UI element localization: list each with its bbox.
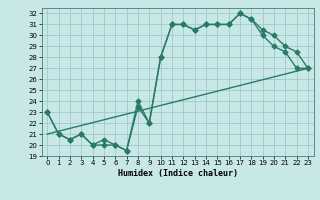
X-axis label: Humidex (Indice chaleur): Humidex (Indice chaleur) xyxy=(118,169,237,178)
